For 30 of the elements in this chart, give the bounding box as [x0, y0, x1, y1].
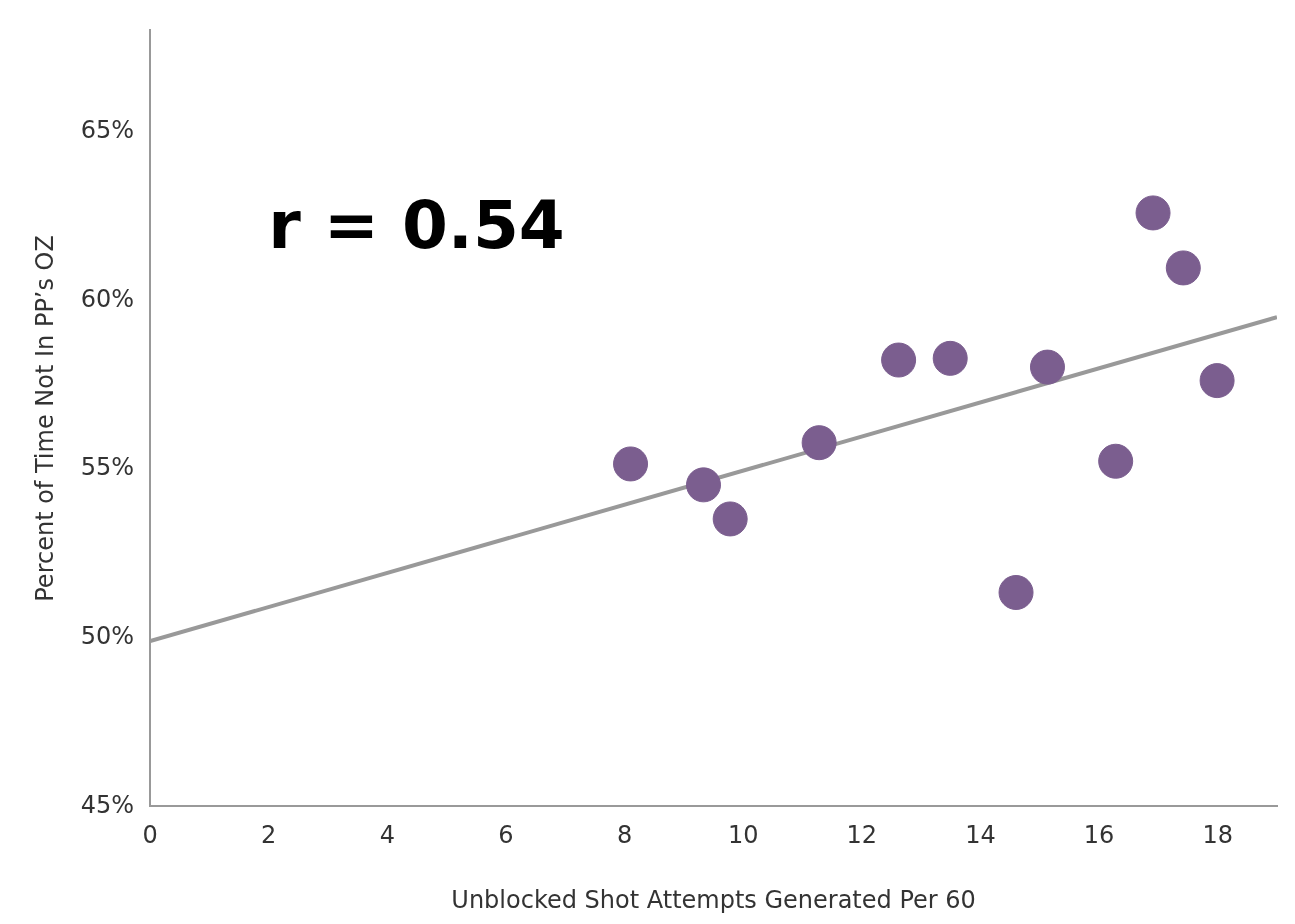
x-tick-label: 0: [142, 821, 158, 850]
x-tick-label: 12: [846, 821, 878, 850]
y-tick-label: 60%: [80, 284, 135, 313]
point: [1165, 250, 1201, 286]
y-axis-title: Percent of Time Not In PP’s OZ: [30, 235, 59, 602]
x-tick-label: 4: [379, 821, 396, 850]
point: [801, 425, 837, 461]
x-tick-label: 2: [261, 821, 277, 850]
point: [613, 446, 649, 482]
point: [998, 574, 1034, 610]
y-tick-label: 65%: [80, 115, 135, 144]
point: [1199, 363, 1235, 399]
point: [685, 467, 721, 503]
point: [881, 342, 917, 378]
x-tick-label: 6: [498, 821, 514, 850]
point: [712, 501, 748, 537]
point: [932, 340, 968, 376]
point: [1029, 349, 1065, 385]
y-tick-label: 45%: [80, 790, 135, 819]
x-tick-label: 16: [1083, 821, 1115, 850]
point: [1098, 443, 1134, 479]
x-tick-label: 10: [727, 821, 759, 850]
x-tick-label: 8: [616, 821, 633, 850]
x-tick-label: 14: [965, 821, 996, 850]
y-tick-label: 50%: [80, 621, 135, 650]
x-tick-label: 18: [1202, 821, 1233, 850]
y-tick-label: 55%: [80, 453, 135, 482]
x-axis-title: Unblocked Shot Attempts Generated Per 60: [451, 885, 976, 914]
point: [1135, 195, 1171, 231]
annotation: r = 0.54: [268, 186, 565, 264]
